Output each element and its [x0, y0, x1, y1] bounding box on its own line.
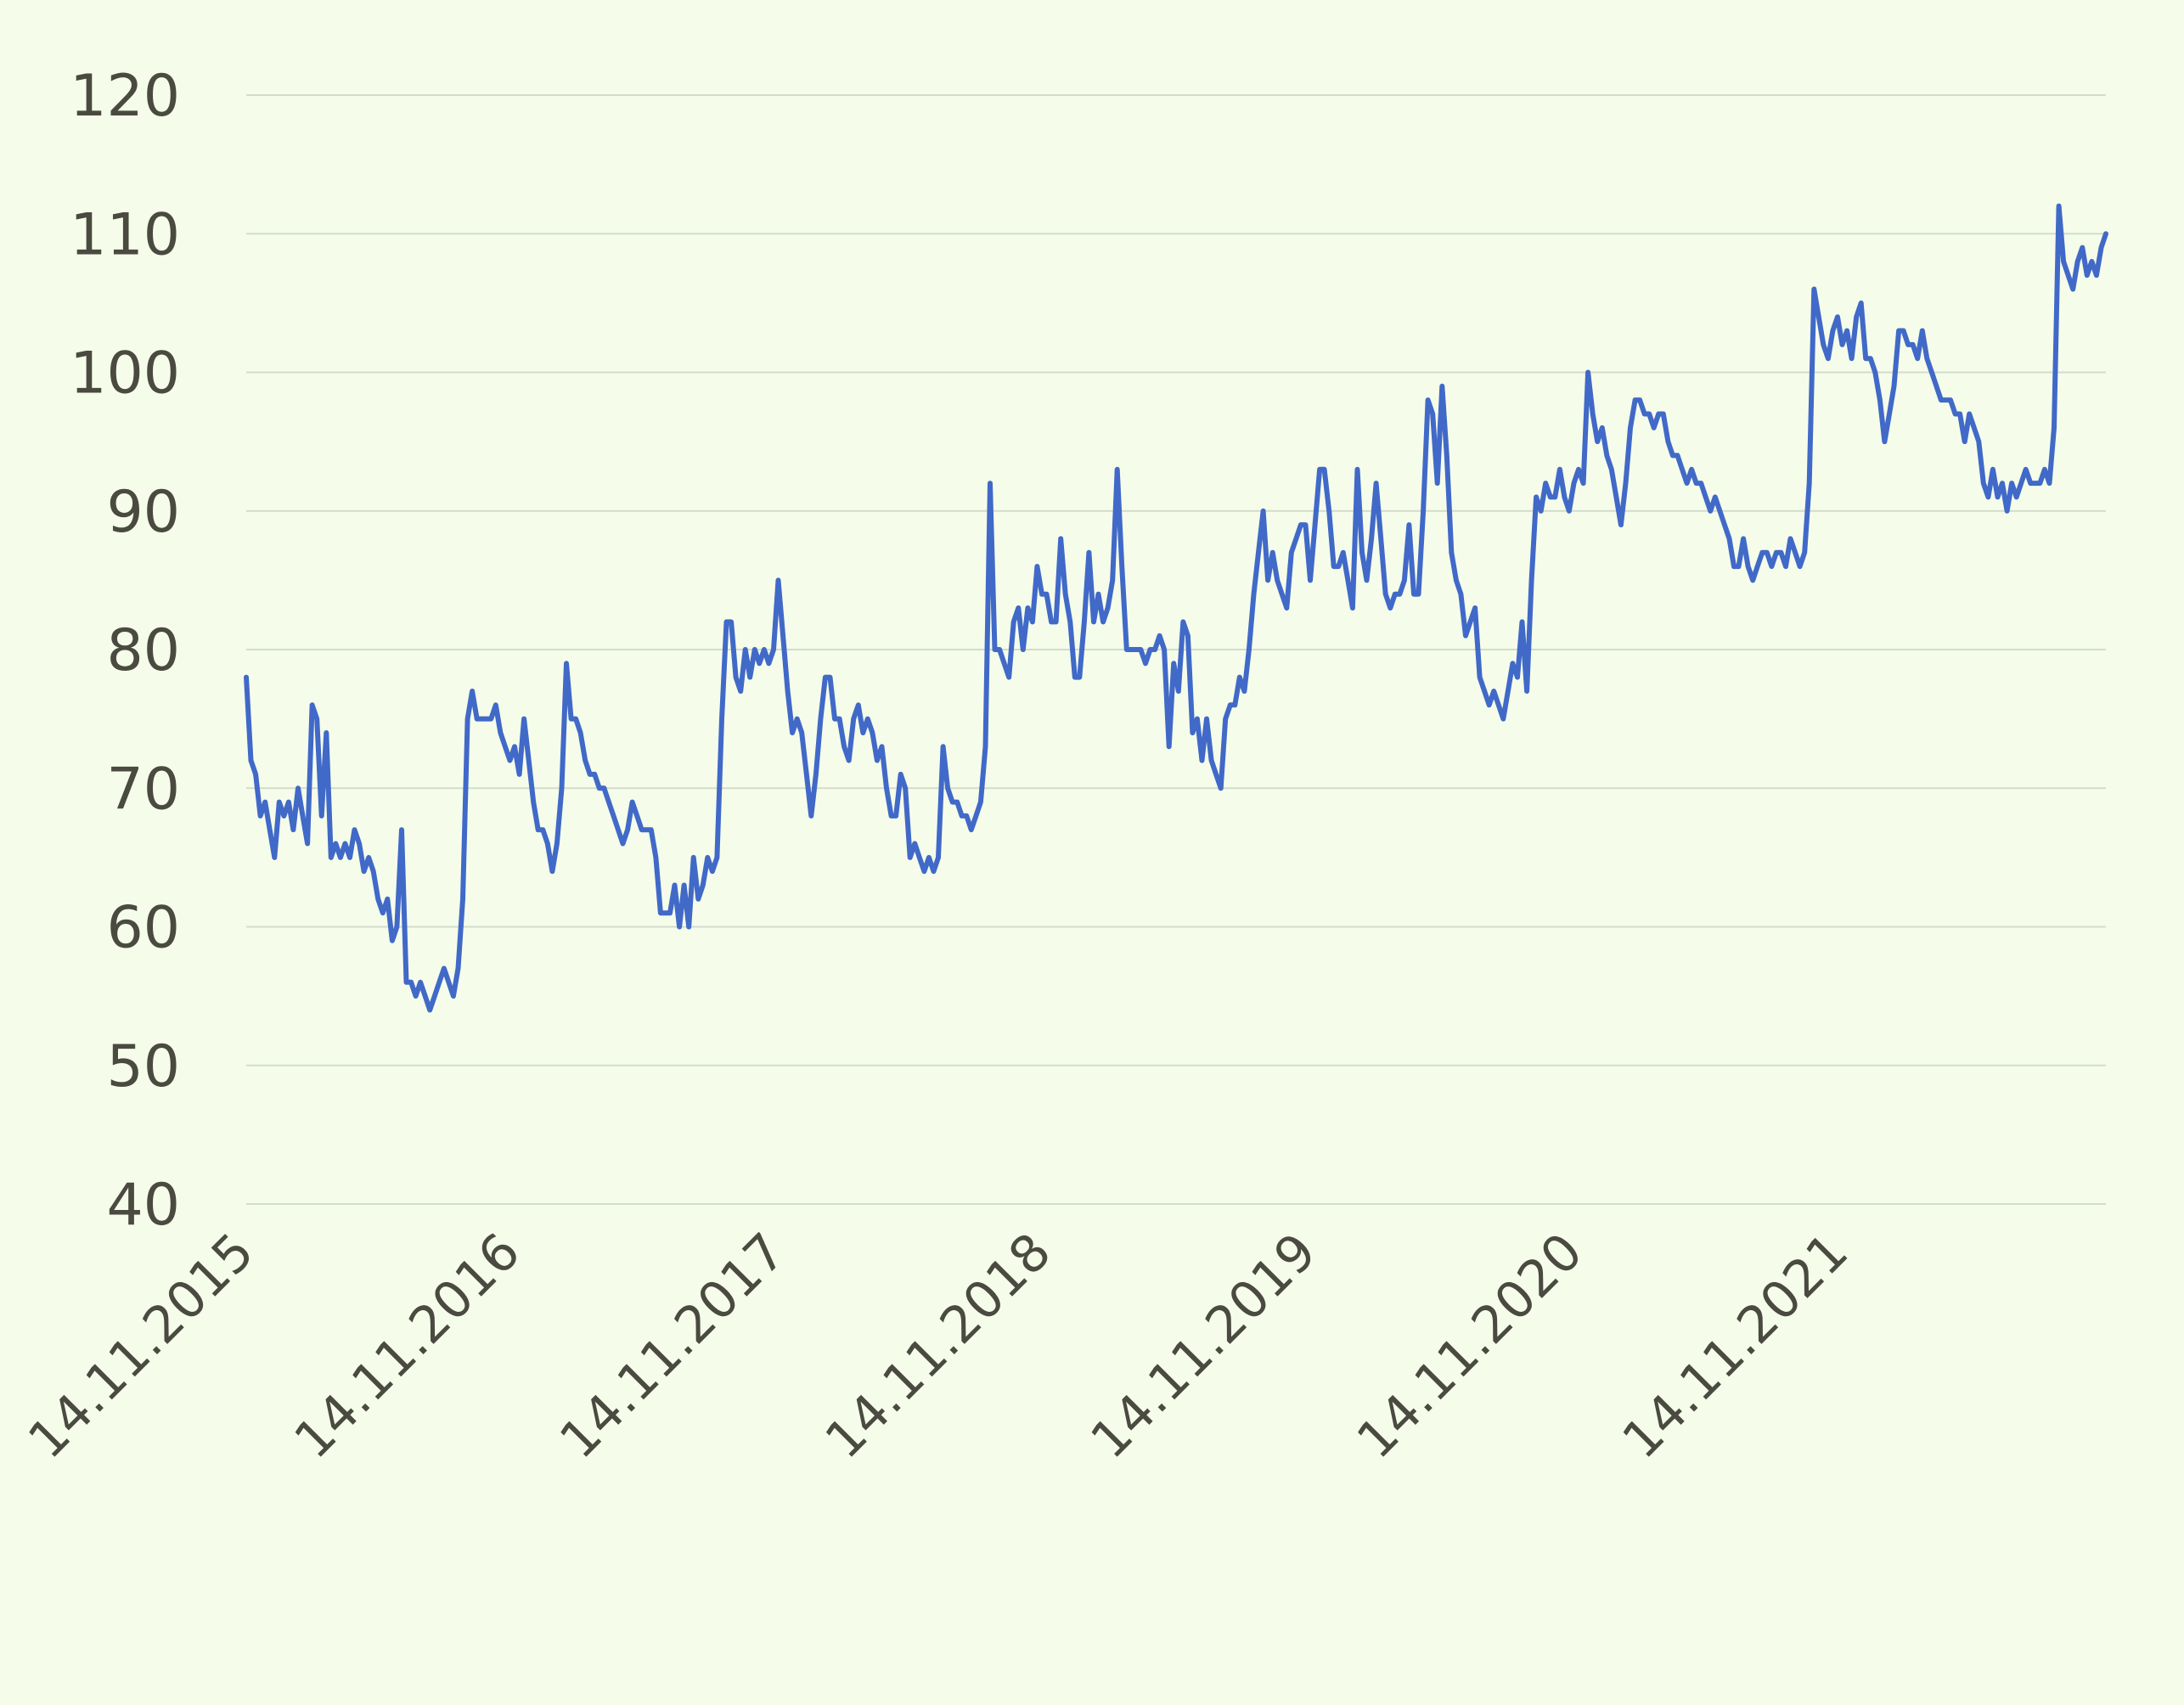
- y-axis-tick-labels: 40 50 60 70 80 90 100 110 120: [70, 63, 180, 1239]
- y-tick-label: 40: [106, 1172, 180, 1239]
- y-tick-label: 120: [70, 63, 180, 130]
- y-tick-label: 60: [106, 895, 180, 962]
- y-tick-label: 100: [70, 340, 180, 408]
- y-tick-label: 70: [106, 756, 180, 823]
- y-tick-label: 50: [106, 1033, 180, 1100]
- y-tick-label: 90: [106, 479, 180, 546]
- series-line: [244, 203, 2108, 1013]
- y-tick-label: 110: [70, 201, 180, 268]
- y-tick-label: 80: [106, 617, 180, 684]
- gridlines: [246, 94, 2106, 1205]
